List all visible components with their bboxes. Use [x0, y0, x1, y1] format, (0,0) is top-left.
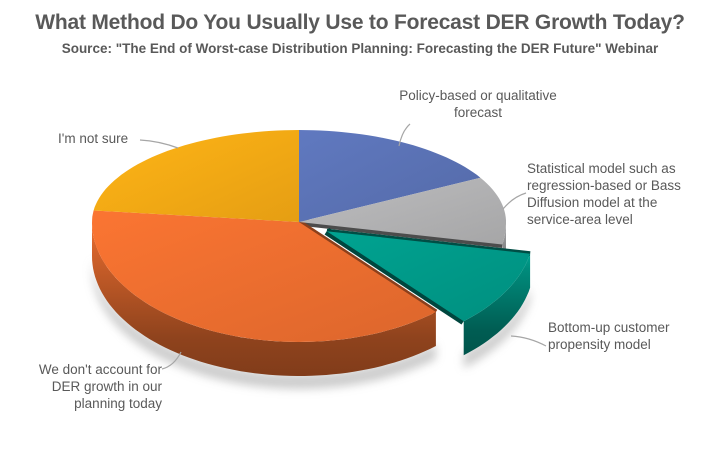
pie-shadow-3: [92, 254, 436, 389]
leader-bottom-up: [510, 335, 547, 347]
slice-label-statistical: Statistical model such as regression-bas…: [527, 161, 681, 227]
leader-statistical: [502, 192, 527, 210]
pie-slice-0: [299, 130, 481, 222]
chart-subtitle: Source: "The End of Worst-case Distribut…: [61, 41, 659, 56]
slice-label-not-sure: I'm not sure: [58, 131, 129, 146]
pie-wall-2: [463, 253, 531, 356]
leader-policy: [398, 123, 411, 147]
pie-wall-3: [92, 222, 436, 376]
pie-slice-4: [93, 130, 299, 222]
slice-label-bottom-up: Bottom-up customer propensity model: [548, 320, 670, 352]
leader-we-dont: [161, 351, 182, 370]
chart-title: What Method Do You Usually Use to Foreca…: [35, 11, 685, 34]
slice-label-we-dont-account: We don't account for DER growth in our p…: [38, 362, 162, 411]
chart-header: What Method Do You Usually Use to Foreca…: [0, 0, 720, 56]
pie-slice-2: [326, 231, 531, 322]
pie-slice-1: [299, 177, 506, 245]
pie-shadow-2: [463, 285, 531, 369]
pie-slice-3: [92, 210, 436, 342]
slice-bevel-edge: [326, 228, 531, 257]
slice-label-policy: Policy-based or qualitative forecast: [399, 88, 557, 120]
leader-not-sure: [139, 139, 179, 149]
